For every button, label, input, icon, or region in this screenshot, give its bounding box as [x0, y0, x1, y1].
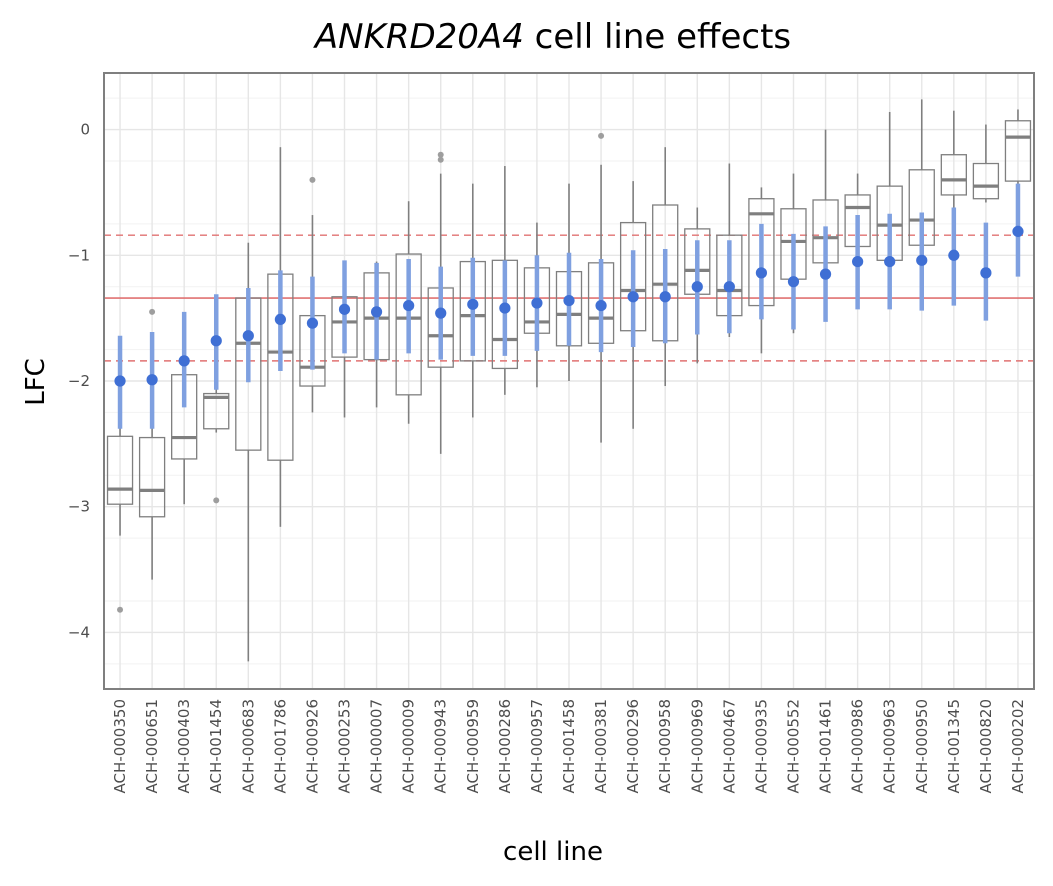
estimate-point: [980, 267, 992, 279]
chart-title: ANKRD20A4 cell line effects: [313, 17, 791, 57]
estimate-point: [948, 249, 960, 261]
panel-border: [103, 72, 1035, 690]
x-tick-label: ACH-000683: [239, 699, 257, 793]
outlier-point: [213, 497, 220, 504]
x-tick-label: ACH-000202: [1009, 699, 1027, 793]
x-tick-label: ACH-000286: [496, 699, 514, 793]
box: [395, 253, 422, 396]
estimate-point: [852, 255, 864, 268]
estimate-point: [916, 254, 928, 266]
estimate-point: [884, 255, 896, 268]
x-axis-label: cell line: [503, 837, 603, 867]
x-tick-label: ACH-000651: [143, 699, 161, 793]
x-tick-label: ACH-000943: [432, 699, 450, 793]
estimate-point: [499, 302, 511, 314]
estimate-point: [691, 281, 703, 293]
box: [203, 392, 230, 430]
x-tick-label: ACH-000969: [688, 699, 706, 793]
y-tick-label: −1: [68, 246, 90, 264]
estimate-point: [370, 306, 383, 318]
x-tick-label: ACH-000963: [881, 699, 899, 793]
outlier-point: [309, 176, 316, 183]
x-tick-label: ACH-000959: [464, 699, 482, 793]
x-tick-label: ACH-000296: [624, 699, 642, 793]
estimate-point: [146, 374, 158, 386]
estimate-point: [531, 297, 543, 309]
box: [1004, 120, 1032, 182]
y-tick-label: 0: [80, 121, 90, 139]
x-tick-label: ACH-000950: [913, 699, 931, 793]
x-tick-label: ACH-000552: [784, 699, 802, 793]
plot-area: 0 −1 −2 −3 −4 ACH-000350 ACH-000651 ACH-000403 A…: [68, 72, 1035, 793]
estimate-point: [723, 281, 735, 293]
x-tick-label: ACH-000350: [111, 699, 129, 793]
chart-title-rest: cell line effects: [524, 17, 791, 57]
outlier-point: [598, 132, 605, 139]
estimate-point: [467, 298, 479, 310]
estimate-point: [819, 268, 832, 280]
box: [940, 154, 967, 196]
estimate-point: [595, 299, 607, 312]
outlier-point: [437, 156, 444, 163]
estimate-point: [627, 291, 639, 303]
x-tick-label: ACH-001786: [271, 699, 289, 793]
box: [106, 435, 134, 505]
estimate-point: [274, 313, 286, 325]
estimate-point: [114, 375, 126, 387]
estimate-point: [787, 276, 800, 288]
x-tick-label: ACH-000007: [368, 699, 386, 793]
estimate-point: [242, 330, 254, 342]
estimate-point: [659, 291, 671, 303]
x-tick-label: ACH-001345: [945, 699, 963, 793]
x-tick-label: ACH-000986: [849, 699, 867, 793]
y-axis-label: LFC: [21, 358, 51, 406]
estimate-point: [1012, 225, 1024, 237]
x-tick-label: ACH-000935: [752, 699, 770, 793]
estimate-point: [563, 294, 575, 307]
x-tick-label: ACH-001461: [817, 699, 835, 793]
estimate-point: [755, 267, 768, 279]
y-tick-label: −2: [68, 372, 90, 390]
x-tick-label: ACH-000957: [528, 699, 546, 793]
outlier-point: [149, 308, 156, 315]
x-tick-label: ACH-000253: [336, 699, 354, 793]
x-tick-label: ACH-000403: [175, 699, 193, 793]
y-tick-label: −3: [68, 498, 90, 516]
estimate-point: [306, 317, 319, 329]
x-tick-label: ACH-000009: [400, 699, 418, 793]
x-tick-label: ACH-000820: [977, 699, 995, 793]
estimate-point: [338, 303, 351, 315]
box: [138, 436, 166, 518]
y-tick-label: −4: [68, 623, 90, 641]
x-tick-label: ACH-000381: [592, 699, 610, 793]
outlier-point: [437, 151, 444, 158]
x-tick-label: ACH-000958: [656, 699, 674, 793]
x-tick-label: ACH-000926: [303, 699, 321, 793]
estimate-point: [210, 335, 222, 347]
estimate-point: [403, 299, 415, 312]
estimate-point: [178, 355, 190, 367]
box: [972, 162, 1000, 200]
chart-title-gene: ANKRD20A4: [313, 17, 524, 57]
outlier-point: [117, 606, 124, 613]
x-tick-label: ACH-001454: [207, 699, 225, 793]
x-tick-label: ACH-000467: [720, 699, 738, 793]
estimate-point: [435, 307, 447, 319]
x-tick-label: ACH-001458: [560, 699, 578, 793]
